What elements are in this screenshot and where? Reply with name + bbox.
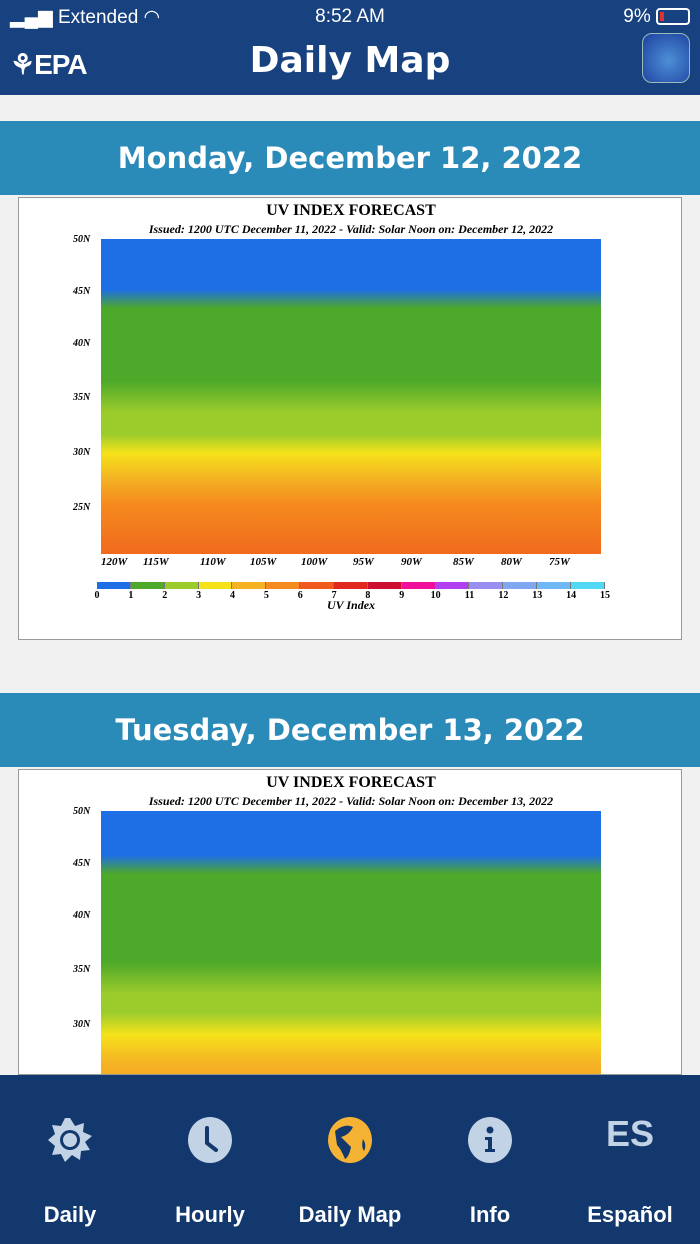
lat-label: 45N <box>73 286 91 297</box>
lon-label: 110W <box>200 556 226 568</box>
lat-label: 45N <box>73 858 91 869</box>
tab-label: Daily <box>43 1202 97 1227</box>
sun-icon <box>48 1118 92 1162</box>
page-title: Daily Map <box>249 40 451 81</box>
legend-tick: 6 <box>297 590 303 601</box>
tab-daily[interactable]: Daily <box>0 1075 140 1244</box>
sunscreen-globe-icon[interactable] <box>642 33 690 83</box>
info-icon <box>468 1117 512 1163</box>
legend-swatch <box>537 582 572 589</box>
tab-info[interactable]: Info <box>420 1075 560 1244</box>
legend-swatch <box>334 582 368 589</box>
tab-bar: Daily Hourly Daily Map Info ES Español <box>0 1075 700 1244</box>
legend-tick: 13 <box>532 590 543 601</box>
legend-tick: 4 <box>229 590 235 601</box>
map-title: UV INDEX FORECAST <box>266 774 436 791</box>
map-issued: Issued: 1200 UTC December 11, 2022 - Val… <box>148 794 554 808</box>
legend-swatch <box>97 582 131 589</box>
uv-map[interactable]: UV INDEX FORECAST Issued: 1200 UTC Decem… <box>18 769 682 1075</box>
lat-label: 40N <box>73 338 91 349</box>
lon-label: 100W <box>301 556 328 568</box>
legend-swatch <box>266 582 301 589</box>
legend-tick: 11 <box>464 590 475 601</box>
lat-label: 40N <box>73 910 91 921</box>
lat-label: 35N <box>73 392 91 403</box>
tab-daily-map[interactable]: Daily Map <box>280 1075 420 1244</box>
lon-label: 75W <box>549 556 570 568</box>
globe-icon <box>328 1117 372 1163</box>
lon-label: 85W <box>453 556 474 568</box>
lon-label: 95W <box>353 556 374 568</box>
uv-legend <box>97 582 605 589</box>
legend-tick: 1 <box>128 590 134 601</box>
battery-percent: 9% <box>623 6 651 27</box>
legend-swatch <box>367 582 402 589</box>
lon-label: 90W <box>401 556 422 568</box>
legend-tick: 8 <box>365 590 371 601</box>
lon-label: 105W <box>250 556 277 568</box>
legend-swatch <box>571 582 605 589</box>
wifi-icon: ◠ <box>143 7 161 28</box>
battery-icon <box>656 8 690 26</box>
legend-label: UV Index <box>326 598 376 612</box>
legend-tick: 5 <box>263 590 269 601</box>
es-icon: ES <box>605 1113 655 1154</box>
uv-map[interactable]: UV INDEX FORECAST Issued: 1200 UTC Decem… <box>18 197 682 640</box>
date-header: Tuesday, December 13, 2022 <box>0 693 700 767</box>
legend-swatch <box>401 582 436 589</box>
legend-swatch <box>198 582 233 589</box>
lon-label: 80W <box>501 556 522 568</box>
uv-map-plot <box>101 239 601 554</box>
epa-logo: ⚘EPA <box>10 49 88 80</box>
tab-hourly[interactable]: Hourly <box>140 1075 280 1244</box>
legend-tick: 14 <box>566 590 577 601</box>
map-title: UV INDEX FORECAST <box>266 202 436 219</box>
legend-swatch <box>130 582 165 589</box>
legend-swatch <box>435 582 470 589</box>
lat-label: 25N <box>73 502 91 513</box>
lat-label: 35N <box>73 964 91 975</box>
nav-header: ▂▄▆ Extended ◠ 8:52 AM 9% ⚘EPA Daily Map <box>0 0 700 95</box>
legend-tick: 3 <box>196 590 202 601</box>
legend-tick: 15 <box>600 590 610 601</box>
clock: 8:52 AM <box>315 6 385 27</box>
lat-label: 50N <box>73 234 91 245</box>
signal-carrier: ▂▄▆ Extended ◠ <box>10 7 161 28</box>
carrier-label: Extended <box>57 7 139 28</box>
lon-label: 115W <box>143 556 169 568</box>
legend-swatch <box>469 582 504 589</box>
lat-label: 30N <box>73 1019 91 1030</box>
legend-tick: 10 <box>430 590 441 601</box>
uv-map-plot <box>101 811 601 1074</box>
legend-tick: 2 <box>162 590 168 601</box>
lon-label: 120W <box>101 556 128 568</box>
legend-swatch <box>232 582 267 589</box>
battery: 9% <box>623 6 690 28</box>
lat-label: 50N <box>73 806 91 817</box>
clock-icon <box>188 1117 232 1163</box>
tab-label: Info <box>469 1202 511 1227</box>
tab-espanol[interactable]: ES Español <box>560 1075 700 1244</box>
legend-swatch <box>503 582 538 589</box>
tab-label: Daily Map <box>298 1202 402 1227</box>
map-issued: Issued: 1200 UTC December 11, 2022 - Val… <box>148 222 554 236</box>
legend-tick: 9 <box>399 590 405 601</box>
legend-tick: 7 <box>331 590 337 601</box>
tab-label: Hourly <box>175 1202 245 1227</box>
legend-tick: 12 <box>498 590 509 601</box>
legend-tick: 0 <box>94 590 100 601</box>
legend-swatch <box>164 582 199 589</box>
lat-label: 30N <box>73 447 91 458</box>
legend-swatch <box>300 582 335 589</box>
tab-label: Español <box>587 1202 673 1227</box>
date-header: Monday, December 12, 2022 <box>0 121 700 195</box>
